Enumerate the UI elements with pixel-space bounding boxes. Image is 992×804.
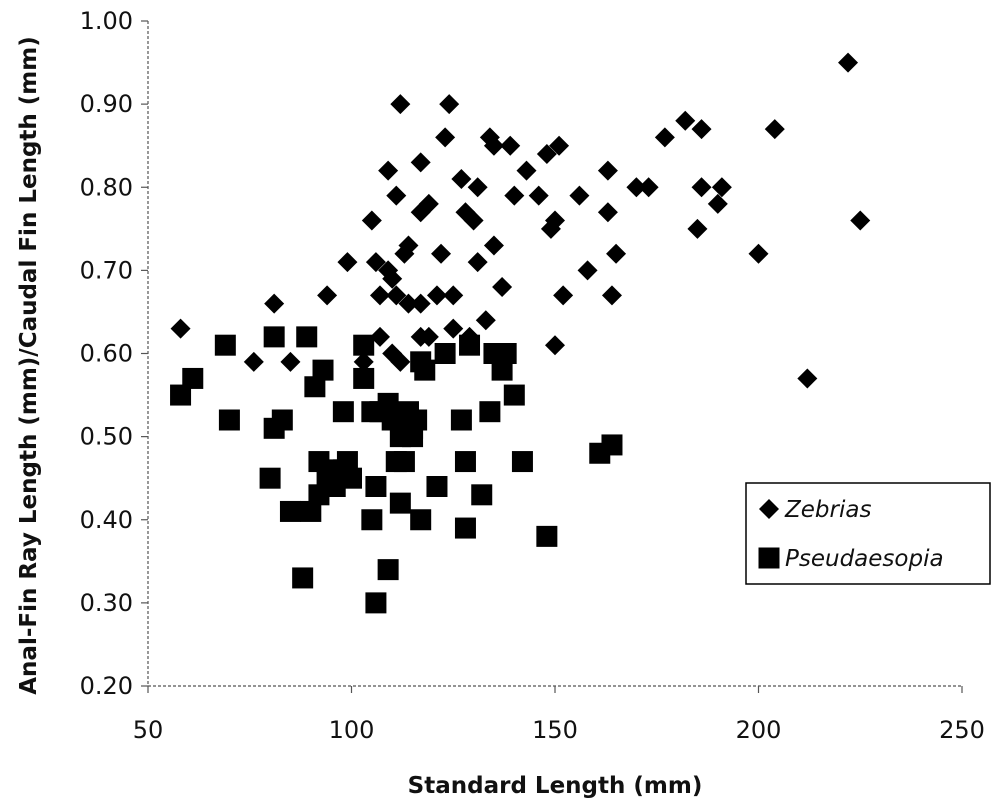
y-tick-label: 0.60 <box>80 340 133 368</box>
square-data-point <box>182 368 203 389</box>
y-tick-label: 1.00 <box>80 7 133 35</box>
square-data-point <box>378 559 399 580</box>
square-data-point <box>435 343 456 364</box>
y-axis-title: Anal-Fin Ray Length (mm)/Caudal Fin Leng… <box>16 36 42 695</box>
square-data-point <box>471 484 492 505</box>
y-tick-label: 0.50 <box>80 423 133 451</box>
square-data-point <box>601 434 622 455</box>
y-tick-label: 0.70 <box>80 256 133 284</box>
y-tick-label: 0.80 <box>80 173 133 201</box>
square-data-point <box>410 509 431 530</box>
square-data-point <box>333 401 354 422</box>
square-data-point <box>296 326 317 347</box>
square-data-point <box>365 592 386 613</box>
square-data-point <box>426 476 447 497</box>
x-tick-label: 150 <box>532 716 578 744</box>
square-data-point <box>414 360 435 381</box>
x-tick-label: 250 <box>939 716 985 744</box>
square-data-point <box>365 476 386 497</box>
square-data-point <box>390 493 411 514</box>
square-data-point <box>496 343 517 364</box>
square-data-point <box>455 518 476 539</box>
square-data-point <box>292 567 313 588</box>
square-data-point <box>536 526 557 547</box>
square-data-point <box>215 335 236 356</box>
square-data-point <box>451 410 472 431</box>
legend-square-marker <box>759 548 780 569</box>
legend: Zebrias Pseudaesopia <box>746 483 990 584</box>
square-data-point <box>504 385 525 406</box>
square-data-point <box>455 451 476 472</box>
x-tick-label: 200 <box>736 716 782 744</box>
y-tick-label: 0.40 <box>80 506 133 534</box>
y-tick-label: 0.30 <box>80 589 133 617</box>
y-tick-label: 0.20 <box>80 672 133 700</box>
square-data-point <box>406 410 427 431</box>
square-data-point <box>272 410 293 431</box>
square-data-point <box>341 468 362 489</box>
x-axis-title: Standard Length (mm) <box>408 773 703 799</box>
square-data-point <box>512 451 533 472</box>
square-data-point <box>394 451 415 472</box>
square-data-point <box>313 360 334 381</box>
square-data-point <box>361 509 382 530</box>
x-tick-label: 50 <box>133 716 164 744</box>
square-data-point <box>479 401 500 422</box>
x-tick-label: 100 <box>329 716 375 744</box>
square-data-point <box>260 468 281 489</box>
square-data-point <box>219 410 240 431</box>
legend-label: Pseudaesopia <box>785 546 944 572</box>
y-tick-label: 0.90 <box>80 90 133 118</box>
legend-label: Zebrias <box>784 497 871 523</box>
square-data-point <box>264 326 285 347</box>
square-data-point <box>280 501 301 522</box>
